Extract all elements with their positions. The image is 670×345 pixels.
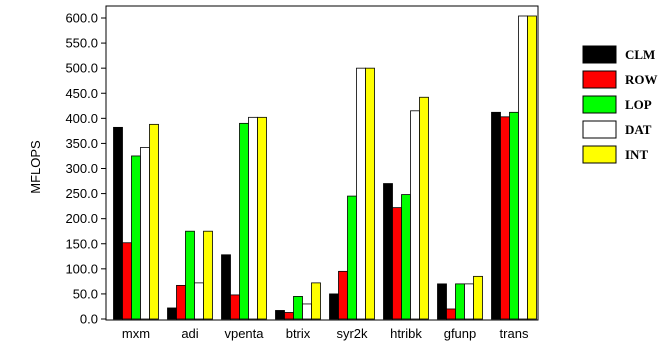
bar-clm-htribk [383, 183, 393, 320]
x-tick-label: trans [500, 326, 529, 341]
legend-label-int: INT [625, 147, 648, 162]
bar-clm-mxm [113, 126, 123, 320]
bar-dat-gfunp [464, 283, 474, 320]
legend: CLM ROW LOP DAT INT [582, 45, 658, 164]
legend-swatch-row [582, 70, 617, 89]
bar-dat-mxm [140, 147, 150, 320]
bar-row-btrix [284, 312, 294, 320]
plot-area: 0.0 50.0 100.0 150.0 200.0 250.0 300.0 350.0 400… [65, 5, 539, 341]
x-tick-label: mxm [122, 326, 150, 341]
bar-row-gfunp [446, 308, 456, 320]
bar-clm-trans [491, 111, 501, 320]
bar-int-gfunp [473, 275, 483, 320]
bar-int-mxm [149, 123, 159, 320]
bar-lop-adi [185, 230, 195, 320]
y-tick-label: 600.0 [65, 11, 98, 26]
bar-int-adi [203, 230, 213, 320]
legend-label-row: ROW [625, 72, 658, 87]
y-tick-label: 450.0 [65, 86, 98, 101]
bar-lop-htribk [401, 194, 411, 320]
bar-clm-vpenta [221, 254, 231, 320]
bar-lop-gfunp [455, 283, 465, 320]
bar-int-htribk [419, 96, 429, 320]
bar-clm-btrix [275, 310, 285, 320]
bar-clm-syr2k [329, 293, 339, 320]
legend-swatch-dat [582, 120, 617, 139]
y-tick-label: 300.0 [65, 161, 98, 176]
x-tick-label: btrix [286, 326, 311, 341]
y-tick-label: 50.0 [73, 286, 98, 301]
bar-lop-btrix [293, 296, 303, 320]
y-axis-title: MFLOPS [28, 140, 43, 194]
x-tick-label: adi [181, 326, 198, 341]
y-tick-label: 350.0 [65, 136, 98, 151]
bar-dat-btrix [302, 303, 312, 320]
y-tick-label: 200.0 [65, 211, 98, 226]
y-tick-label: 100.0 [65, 261, 98, 276]
bar-lop-trans [509, 111, 519, 320]
plot-frame [105, 5, 539, 321]
bar-lop-mxm [131, 155, 141, 320]
legend-swatch-lop [582, 95, 617, 114]
bar-dat-syr2k [356, 67, 366, 320]
bar-dat-vpenta [248, 116, 258, 320]
bar-lop-vpenta [239, 122, 249, 320]
bar-int-syr2k [365, 67, 375, 320]
legend-swatch-int [582, 145, 617, 164]
x-tick-label: gfunp [444, 326, 477, 341]
bar-int-vpenta [257, 116, 267, 320]
bar-lop-syr2k [347, 195, 357, 320]
bar-row-mxm [122, 242, 132, 320]
legend-swatch-clm [582, 45, 617, 64]
x-tick-label: vpenta [224, 326, 264, 341]
y-tick-label: 550.0 [65, 36, 98, 51]
bar-int-btrix [311, 282, 321, 320]
y-tick-label: 150.0 [65, 236, 98, 251]
y-tick-label: 250.0 [65, 186, 98, 201]
bar-int-trans [527, 15, 537, 320]
x-tick-label: htribk [390, 326, 422, 341]
bar-row-vpenta [230, 294, 240, 320]
y-tick-label: 500.0 [65, 61, 98, 76]
x-tick-label: syr2k [336, 326, 368, 341]
y-tick-label: 0.0 [80, 312, 98, 327]
bar-dat-htribk [410, 110, 420, 320]
bar-clm-adi [167, 307, 177, 320]
bar-row-htribk [392, 207, 402, 320]
legend-label-dat: DAT [625, 122, 652, 137]
legend-label-lop: LOP [625, 97, 652, 112]
bar-clm-gfunp [437, 283, 447, 320]
y-tick-label: 400.0 [65, 111, 98, 126]
bar-dat-adi [194, 282, 204, 320]
bar-row-trans [500, 116, 510, 320]
bar-row-syr2k [338, 270, 348, 320]
bar-dat-trans [518, 15, 528, 320]
bar-row-adi [176, 284, 186, 320]
legend-label-clm: CLM [625, 47, 655, 62]
